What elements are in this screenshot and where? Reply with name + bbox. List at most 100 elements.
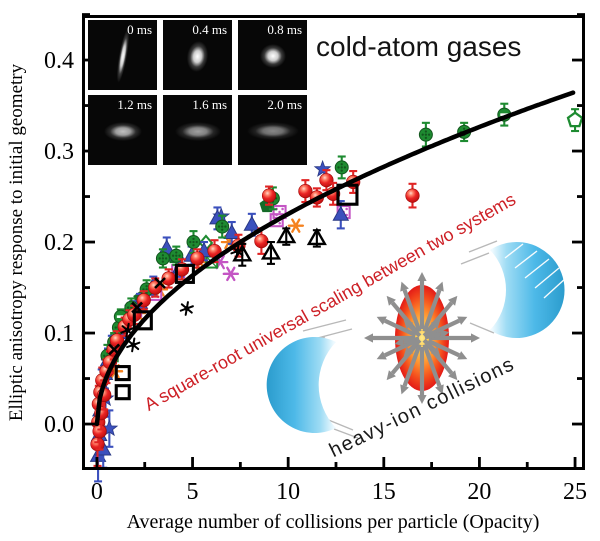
collision-arrow-head: [435, 281, 444, 292]
data-point-dot: [192, 237, 195, 240]
collision-arrow-head: [439, 329, 450, 339]
atom-cloud-image: [184, 39, 211, 73]
black-spiders: [120, 243, 245, 353]
atom-cloud-image: [174, 121, 221, 141]
data-point-dot: [164, 257, 168, 260]
data-point-dot: [424, 133, 428, 136]
data-point-dot: [178, 254, 181, 257]
inset-panel-label: 2.0 ms: [267, 97, 302, 112]
inset-panel: 1.6 ms: [163, 95, 232, 165]
collision-arrow: [427, 339, 461, 358]
data-point-dot: [195, 240, 198, 244]
y-axis-title: Elliptic anisotropy response to initial …: [6, 63, 27, 421]
data-point: [190, 251, 205, 266]
inset-panel: 1.2 ms: [88, 95, 157, 165]
inset-panel-label: 1.2 ms: [117, 97, 152, 112]
speed-line: [469, 322, 495, 334]
data-point-bar: [500, 113, 509, 116]
data-point: [254, 234, 269, 249]
heavy-ion-illustration: [266, 240, 567, 439]
data-point: [336, 183, 359, 206]
collision-arrow-head: [471, 333, 480, 343]
black-open-squares: [114, 183, 359, 401]
data-point: [306, 227, 327, 246]
collision-arrow-head: [448, 295, 458, 306]
data-point-dot: [145, 288, 148, 291]
data-point: [114, 365, 131, 382]
inset-panel-label: 1.6 ms: [192, 97, 227, 112]
fit-curve: [94, 90, 576, 427]
tick-label: 5: [187, 479, 199, 505]
data-point-dot: [189, 240, 192, 244]
collision-arrow: [402, 343, 422, 387]
data-point: [132, 310, 153, 331]
data-point-dot: [275, 213, 278, 217]
inset-panel-label: 0.8 ms: [267, 22, 302, 37]
data-point-dot: [114, 326, 117, 329]
collision-arrow-head: [403, 319, 414, 330]
data-point: [261, 188, 277, 203]
collision-arrow: [408, 324, 422, 338]
data-point: [174, 263, 195, 284]
collision-arrow: [383, 318, 417, 337]
plot-frame: [82, 15, 585, 470]
data-point-dot: [340, 166, 343, 169]
collision-arrow-head: [448, 370, 458, 381]
fit-curve-layer: [94, 90, 576, 427]
data-point-dot: [126, 306, 130, 309]
data-point-dot: [427, 133, 431, 136]
data-point-dot: [337, 166, 340, 169]
data-point: [226, 266, 236, 282]
collision-arrow: [383, 339, 417, 358]
collision-arrow-head: [376, 351, 387, 360]
hatch-line: [543, 277, 567, 299]
data-point-dot: [175, 257, 178, 261]
collision-arrow: [422, 324, 436, 338]
atom-cloud-image: [246, 122, 299, 140]
data-point-dot: [278, 221, 281, 225]
speed-line: [468, 240, 498, 253]
tick-label: 0.4: [44, 48, 74, 74]
data-point-dot: [340, 169, 343, 172]
collision-arrow-head: [386, 295, 396, 306]
data-point-dot: [343, 166, 347, 169]
right-nucleus: [490, 242, 565, 338]
data-point-dot: [175, 254, 178, 257]
collision-arrow-head: [430, 346, 441, 357]
collision-arrow: [422, 289, 442, 333]
data-point-dot: [221, 222, 224, 225]
tick-label: 0.0: [44, 412, 74, 438]
data-point: [313, 159, 332, 177]
collision-arrow-head: [364, 333, 373, 343]
hatch-line: [534, 267, 560, 289]
data-point: [243, 215, 261, 231]
inset-expansion-images: 0 ms 0.4 ms 0.8 ms 1.2 ms 1.6 ms 2.0 ms: [88, 20, 307, 165]
green-open-pentagon: [566, 108, 584, 133]
cold-atom-gases-label: cold-atom gases: [316, 31, 522, 62]
data-point-dot: [221, 228, 224, 231]
data-point-dot: [221, 225, 224, 228]
data-point: [130, 342, 136, 348]
data-point-dot: [103, 354, 106, 357]
collision-arrow: [402, 289, 422, 333]
collision-arrow-head: [417, 272, 427, 281]
collision-arrow-head: [400, 281, 409, 292]
inset-panel: 0.4 ms: [163, 20, 232, 90]
collision-arrow-head: [394, 337, 405, 347]
collision-arrow-head: [376, 316, 387, 325]
data-point: [154, 277, 166, 289]
tick-label: 25: [563, 479, 587, 505]
left-nucleus: [266, 337, 336, 433]
data-point-dot: [224, 225, 227, 228]
data-point-dot: [145, 285, 148, 288]
data-point: [125, 327, 131, 333]
collision-arrow: [402, 336, 420, 345]
data-point-dot: [142, 288, 145, 291]
data-point-dot: [161, 257, 165, 260]
collision-arrow-head: [435, 384, 444, 395]
speed-line: [460, 252, 490, 265]
data-point-dot: [462, 127, 466, 130]
collision-arrow-head: [457, 351, 468, 360]
inset-panel: 0.8 ms: [238, 20, 307, 90]
